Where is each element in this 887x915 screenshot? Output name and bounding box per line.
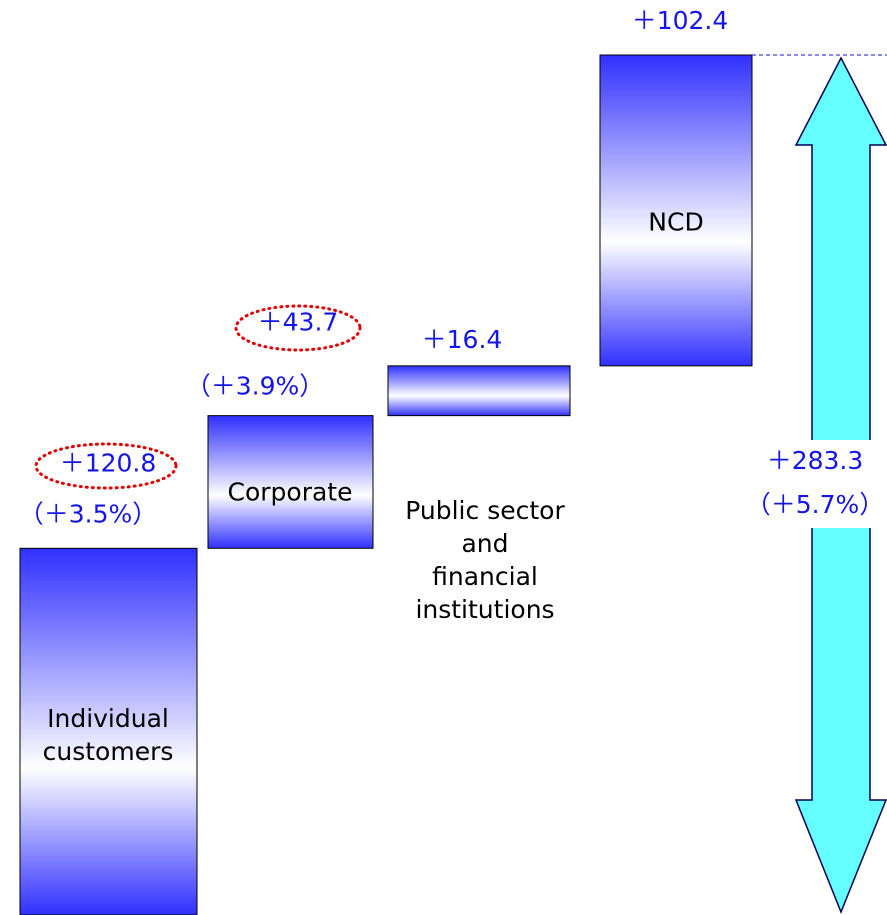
highlight-ellipse xyxy=(34,442,178,490)
total-label: ＋283.3 xyxy=(767,446,864,475)
category-label: Corporate xyxy=(227,477,353,507)
total-change-label: （＋5.7%） xyxy=(746,490,885,519)
category-label: Individual customers xyxy=(42,704,174,766)
bar xyxy=(387,365,571,417)
category-label: Public sector and financial institutions xyxy=(405,496,565,624)
change-label: （＋3.9%） xyxy=(186,372,325,401)
value-label: ＋120.8 xyxy=(60,448,157,477)
bar xyxy=(599,54,753,367)
value-label: ＋102.4 xyxy=(632,6,729,35)
bar xyxy=(19,547,198,915)
category-label: NCD xyxy=(648,207,704,237)
change-label: （＋3.5%） xyxy=(19,499,158,528)
value-label: ＋16.4 xyxy=(422,325,503,354)
value-label: ＋43.7 xyxy=(258,308,339,337)
bar xyxy=(207,415,374,549)
highlight-ellipse xyxy=(234,304,362,352)
total-label-bg xyxy=(760,440,885,528)
